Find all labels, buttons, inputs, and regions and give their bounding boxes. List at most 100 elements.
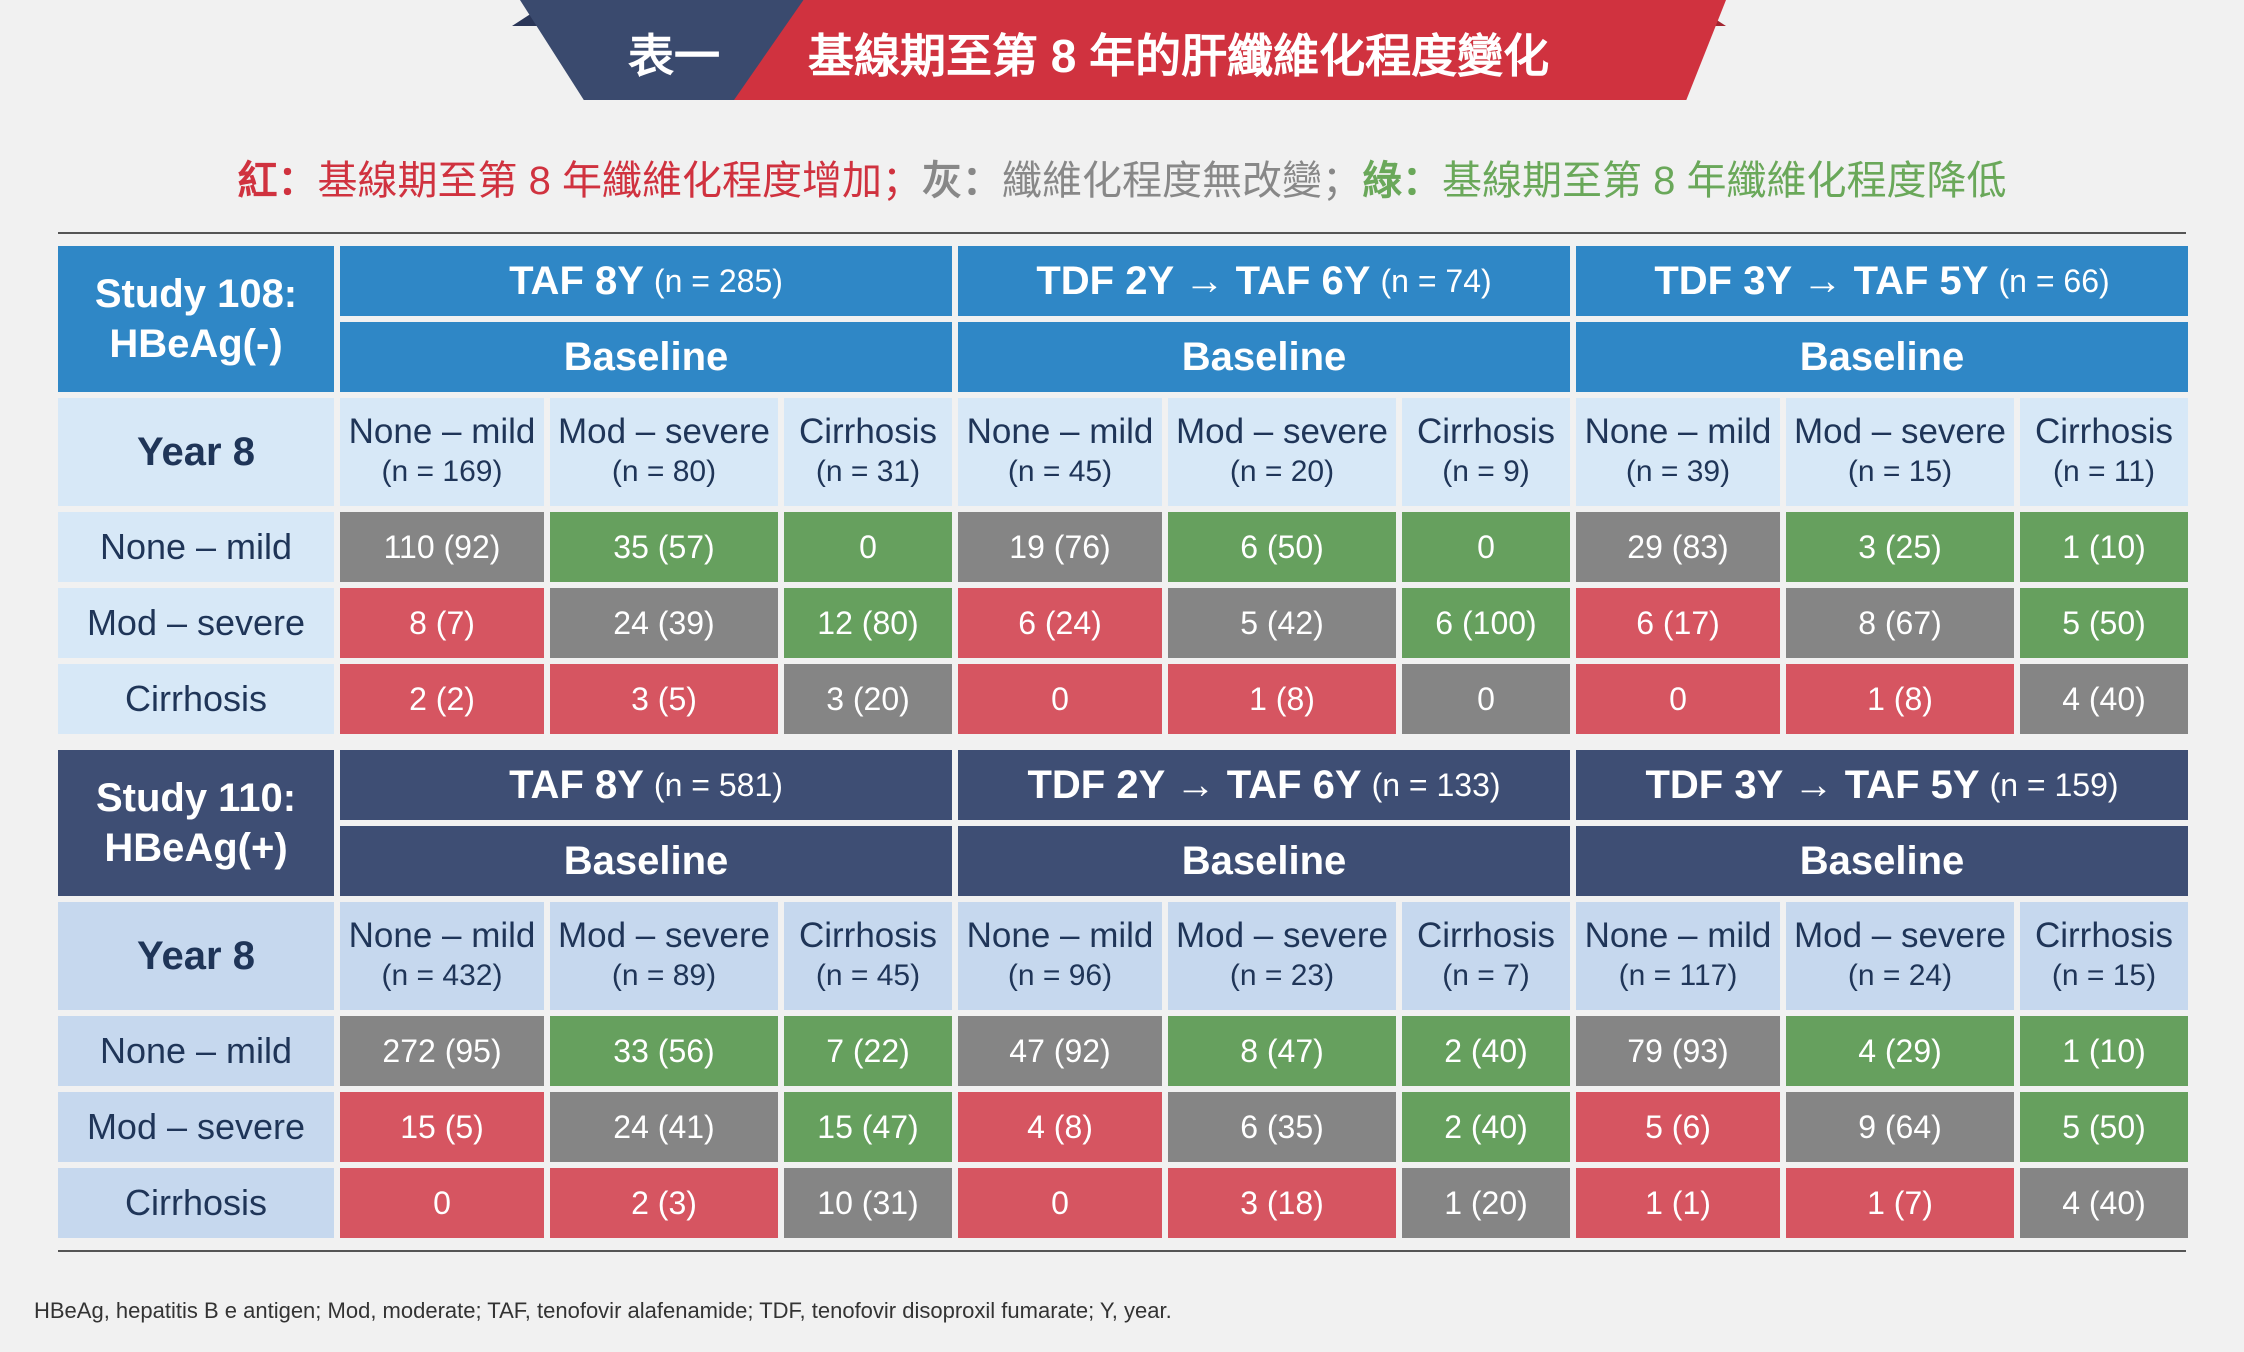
table-cell: 0 <box>1402 512 1570 582</box>
table-cell: 5 (50) <box>2020 588 2188 658</box>
fibrosis-column-header: Cirrhosis (n = 9) <box>1402 398 1570 506</box>
fibrosis-column-header: None – mild (n = 45) <box>958 398 1162 506</box>
baseline-header: Baseline <box>340 322 952 392</box>
column-sample-size: (n = 15) <box>1847 455 1953 488</box>
column-label: None – mild <box>348 412 536 451</box>
baseline-header: Baseline <box>958 322 1570 392</box>
table-cell: 2 (3) <box>550 1168 778 1238</box>
table-cell: 8 (7) <box>340 588 544 658</box>
table-cell: 4 (29) <box>1786 1016 2014 1086</box>
table-cell: 19 (76) <box>958 512 1162 582</box>
row-label: Mod – severe <box>58 1092 334 1162</box>
legend-red-text: 基線期至第 8 年纖維化程度增加； <box>317 159 922 203</box>
table-cell: 15 (47) <box>784 1092 952 1162</box>
column-label: Mod – severe <box>1793 916 2007 955</box>
table-cell: 1 (10) <box>2020 512 2188 582</box>
arm-name: TDF 3Y → TAF 5Y <box>1654 258 1989 303</box>
arm-header: TAF 8Y (n = 581) <box>340 750 952 820</box>
table-cell: 6 (35) <box>1168 1092 1396 1162</box>
table-cell: 47 (92) <box>958 1016 1162 1086</box>
study-table: Study 110: HBeAg(+) TAF 8Y (n = 581) TDF 2Y … <box>58 750 2188 1238</box>
fibrosis-column-header: None – mild (n = 169) <box>340 398 544 506</box>
bottom-divider <box>58 1250 2186 1252</box>
fibrosis-column-header: None – mild (n = 96) <box>958 902 1162 1010</box>
column-label: None – mild <box>1584 412 1772 451</box>
fibrosis-column-header: Mod – severe (n = 23) <box>1168 902 1396 1010</box>
fibrosis-column-header: Cirrhosis (n = 45) <box>784 902 952 1010</box>
table-cell: 4 (8) <box>958 1092 1162 1162</box>
table-cell: 1 (7) <box>1786 1168 2014 1238</box>
column-sample-size: (n = 20) <box>1229 455 1335 488</box>
arm-header: TDF 3Y → TAF 5Y (n = 66) <box>1576 246 2188 316</box>
table-cell: 1 (20) <box>1402 1168 1570 1238</box>
table-cell: 4 (40) <box>2020 664 2188 734</box>
table-cell: 110 (92) <box>340 512 544 582</box>
legend-gray-text: 纖維化程度無改變； <box>1002 159 1362 203</box>
column-label: None – mild <box>1584 916 1772 955</box>
table-cell: 5 (50) <box>2020 1092 2188 1162</box>
banner-red-segment <box>734 0 1726 100</box>
column-sample-size: (n = 117) <box>1618 959 1738 992</box>
column-label: None – mild <box>966 916 1154 955</box>
row-label: Cirrhosis <box>58 664 334 734</box>
table-cell: 2 (40) <box>1402 1092 1570 1162</box>
table-cell: 3 (5) <box>550 664 778 734</box>
column-sample-size: (n = 432) <box>381 959 503 992</box>
baseline-header: Baseline <box>1576 826 2188 896</box>
legend-red-key: 紅： <box>237 159 318 203</box>
table-cell: 3 (25) <box>1786 512 2014 582</box>
fibrosis-column-header: None – mild (n = 39) <box>1576 398 1780 506</box>
column-label: Cirrhosis <box>2034 916 2174 955</box>
column-sample-size: (n = 24) <box>1847 959 1953 992</box>
column-label: Cirrhosis <box>1416 412 1556 451</box>
arm-header: TDF 2Y → TAF 6Y (n = 133) <box>958 750 1570 820</box>
arm-name: TAF 8Y <box>509 762 644 807</box>
column-label: Mod – severe <box>1175 916 1389 955</box>
arm-sample-size: (n = 581) <box>653 766 783 803</box>
table-cell: 10 (31) <box>784 1168 952 1238</box>
table-cell: 0 <box>784 512 952 582</box>
column-label: None – mild <box>966 412 1154 451</box>
baseline-header: Baseline <box>958 826 1570 896</box>
fibrosis-column-header: Mod – severe (n = 24) <box>1786 902 2014 1010</box>
table-cell: 6 (50) <box>1168 512 1396 582</box>
arm-header: TAF 8Y (n = 285) <box>340 246 952 316</box>
year8-label: Year 8 <box>58 902 334 1010</box>
table-cell: 24 (39) <box>550 588 778 658</box>
column-label: Mod – severe <box>1793 412 2007 451</box>
fibrosis-column-header: Mod – severe (n = 20) <box>1168 398 1396 506</box>
column-sample-size: (n = 7) <box>1442 959 1530 992</box>
fibrosis-column-header: Cirrhosis (n = 7) <box>1402 902 1570 1010</box>
table-cell: 15 (5) <box>340 1092 544 1162</box>
table-cell: 6 (17) <box>1576 588 1780 658</box>
study-label-line: Study 110: <box>95 776 297 820</box>
fibrosis-column-header: Mod – severe (n = 80) <box>550 398 778 506</box>
table-cell: 33 (56) <box>550 1016 778 1086</box>
column-label: Cirrhosis <box>1416 916 1556 955</box>
year8-label: Year 8 <box>58 398 334 506</box>
arm-sample-size: (n = 159) <box>1989 766 2119 803</box>
arm-name: TDF 2Y → TAF 6Y <box>1036 258 1371 303</box>
column-sample-size: (n = 45) <box>1007 455 1113 488</box>
page-title: 基線期至第 8 年的肝纖維化程度變化 <box>808 30 1550 82</box>
table-cell: 272 (95) <box>340 1016 544 1086</box>
study-label-line: HBeAg(-) <box>109 322 283 366</box>
fibrosis-column-header: Mod – severe (n = 15) <box>1786 398 2014 506</box>
table-cell: 2 (2) <box>340 664 544 734</box>
column-sample-size: (n = 11) <box>2053 455 2155 488</box>
column-sample-size: (n = 45) <box>815 959 921 992</box>
column-label: None – mild <box>348 916 536 955</box>
table-cell: 6 (100) <box>1402 588 1570 658</box>
column-label: Mod – severe <box>557 916 771 955</box>
table-cell: 5 (6) <box>1576 1092 1780 1162</box>
study-table: Study 108: HBeAg(-) TAF 8Y (n = 285) TDF 2Y … <box>58 246 2188 734</box>
table-cell: 8 (67) <box>1786 588 2014 658</box>
table-cell: 8 (47) <box>1168 1016 1396 1086</box>
fibrosis-column-header: Cirrhosis (n = 31) <box>784 398 952 506</box>
column-label: Cirrhosis <box>2034 412 2174 451</box>
row-label: Cirrhosis <box>58 1168 334 1238</box>
legend-green-text: 基線期至第 8 年纖維化程度降低 <box>1442 159 2007 203</box>
table-cell: 79 (93) <box>1576 1016 1780 1086</box>
column-sample-size: (n = 39) <box>1625 455 1731 488</box>
row-label: None – mild <box>58 1016 334 1086</box>
